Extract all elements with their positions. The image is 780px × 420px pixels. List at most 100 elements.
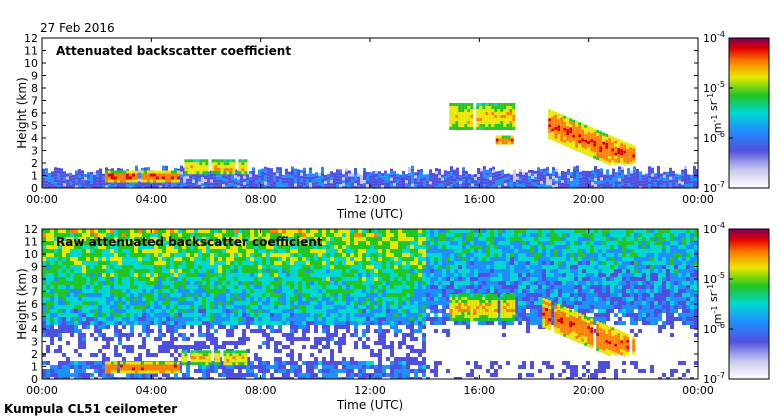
noise-cell	[322, 325, 326, 329]
bl-cell	[651, 173, 654, 177]
noise-cell	[82, 249, 86, 253]
noise-cell	[86, 365, 90, 369]
bl-cell	[267, 167, 270, 171]
bl-cell	[528, 184, 531, 188]
bl-cell	[60, 183, 63, 187]
bl-cell	[96, 182, 99, 186]
noise-cell	[78, 293, 82, 297]
cloud-cell	[596, 130, 600, 133]
noise-cell	[318, 265, 322, 269]
cloud-cell	[482, 127, 486, 130]
bl-cell	[681, 181, 684, 185]
bl-cell	[540, 178, 543, 181]
bl-cell	[282, 174, 285, 178]
noise-cell	[274, 269, 278, 273]
noise-cell	[74, 377, 78, 379]
cloud-cell	[485, 115, 489, 118]
noise-cell	[166, 373, 170, 377]
noise-cell	[286, 313, 290, 317]
bl-cell	[696, 172, 698, 175]
bl-cell	[69, 172, 72, 176]
noise-cell	[286, 241, 290, 245]
noise-cell	[130, 249, 134, 253]
noise-cell	[270, 269, 274, 273]
bl-cell	[225, 182, 228, 186]
cloud-cell	[202, 168, 206, 172]
noise-cell	[378, 237, 382, 241]
noise-cell	[386, 233, 390, 237]
noise-cell	[358, 281, 362, 285]
cloud-cell	[548, 133, 552, 137]
colorbar: 10-710-610-510-4m-1 sr-1	[703, 30, 770, 195]
noise-cell	[66, 313, 70, 317]
bl-cell	[321, 176, 324, 179]
noise-cell	[98, 313, 102, 317]
noise-cell	[338, 293, 342, 297]
noise-cell	[102, 353, 106, 357]
noise-cell	[102, 229, 106, 233]
cloud-cell	[593, 152, 597, 156]
bl-cell	[138, 178, 141, 182]
noise-cell	[390, 253, 394, 257]
bl-cell	[417, 175, 420, 179]
noise-cell	[186, 241, 190, 245]
cloud-cell	[509, 115, 513, 118]
noise-cell	[162, 229, 166, 233]
bl-cell	[246, 180, 249, 184]
noise-cell	[202, 253, 206, 257]
noise-cell	[298, 373, 302, 377]
cloud-cell	[494, 106, 498, 109]
noise-cell	[122, 309, 126, 313]
noise-cell	[130, 333, 134, 337]
bl-cell	[84, 177, 87, 181]
cloud-cell	[223, 159, 227, 163]
bl-cell	[234, 184, 237, 188]
noise-cell	[238, 281, 242, 285]
bl-cell	[306, 185, 309, 188]
noise-cell	[62, 353, 66, 357]
noise-cell	[370, 277, 374, 281]
bl-cell	[417, 181, 420, 185]
bl-cell	[456, 185, 459, 188]
noise-cell	[334, 261, 338, 265]
noise-cell	[330, 265, 334, 269]
bl-cell	[384, 176, 387, 180]
noise-cell	[150, 329, 154, 333]
noise-cell	[350, 369, 354, 373]
bl-cell	[270, 180, 273, 184]
bl-cell	[414, 181, 417, 185]
bl-cell	[342, 186, 345, 188]
noise-cell	[298, 321, 302, 325]
bl-cell	[387, 176, 390, 180]
y-tick-label: 10	[24, 57, 38, 70]
bl-cell	[483, 172, 486, 176]
noise-cell	[206, 245, 210, 249]
bl-cell	[504, 186, 507, 188]
noise-cell	[210, 301, 214, 305]
noise-cell	[374, 297, 378, 301]
cloud-cell	[551, 113, 555, 117]
noise-cell	[58, 281, 62, 285]
noise-cell	[302, 333, 306, 337]
noise-cell	[286, 245, 290, 249]
cloud-cell	[572, 143, 576, 147]
noise-cell	[46, 349, 50, 353]
noise-cell	[46, 333, 50, 337]
noise-cell	[278, 237, 282, 241]
noise-cell	[358, 321, 362, 325]
bl-cell	[462, 182, 465, 186]
noise-cell	[314, 301, 318, 305]
noise-cell	[202, 285, 206, 289]
noise-cell	[58, 237, 62, 241]
noise-cell	[178, 325, 182, 329]
cloud-cell	[566, 138, 570, 142]
cloud-cell	[119, 173, 123, 177]
bl-cell	[84, 180, 87, 184]
noise-cell	[222, 253, 226, 257]
cloud-cell	[167, 170, 171, 174]
noise-cell	[102, 337, 106, 341]
noise-cell	[114, 237, 118, 241]
noise-cell	[358, 277, 362, 281]
bl-cell	[678, 177, 681, 181]
bl-cell	[180, 171, 183, 175]
